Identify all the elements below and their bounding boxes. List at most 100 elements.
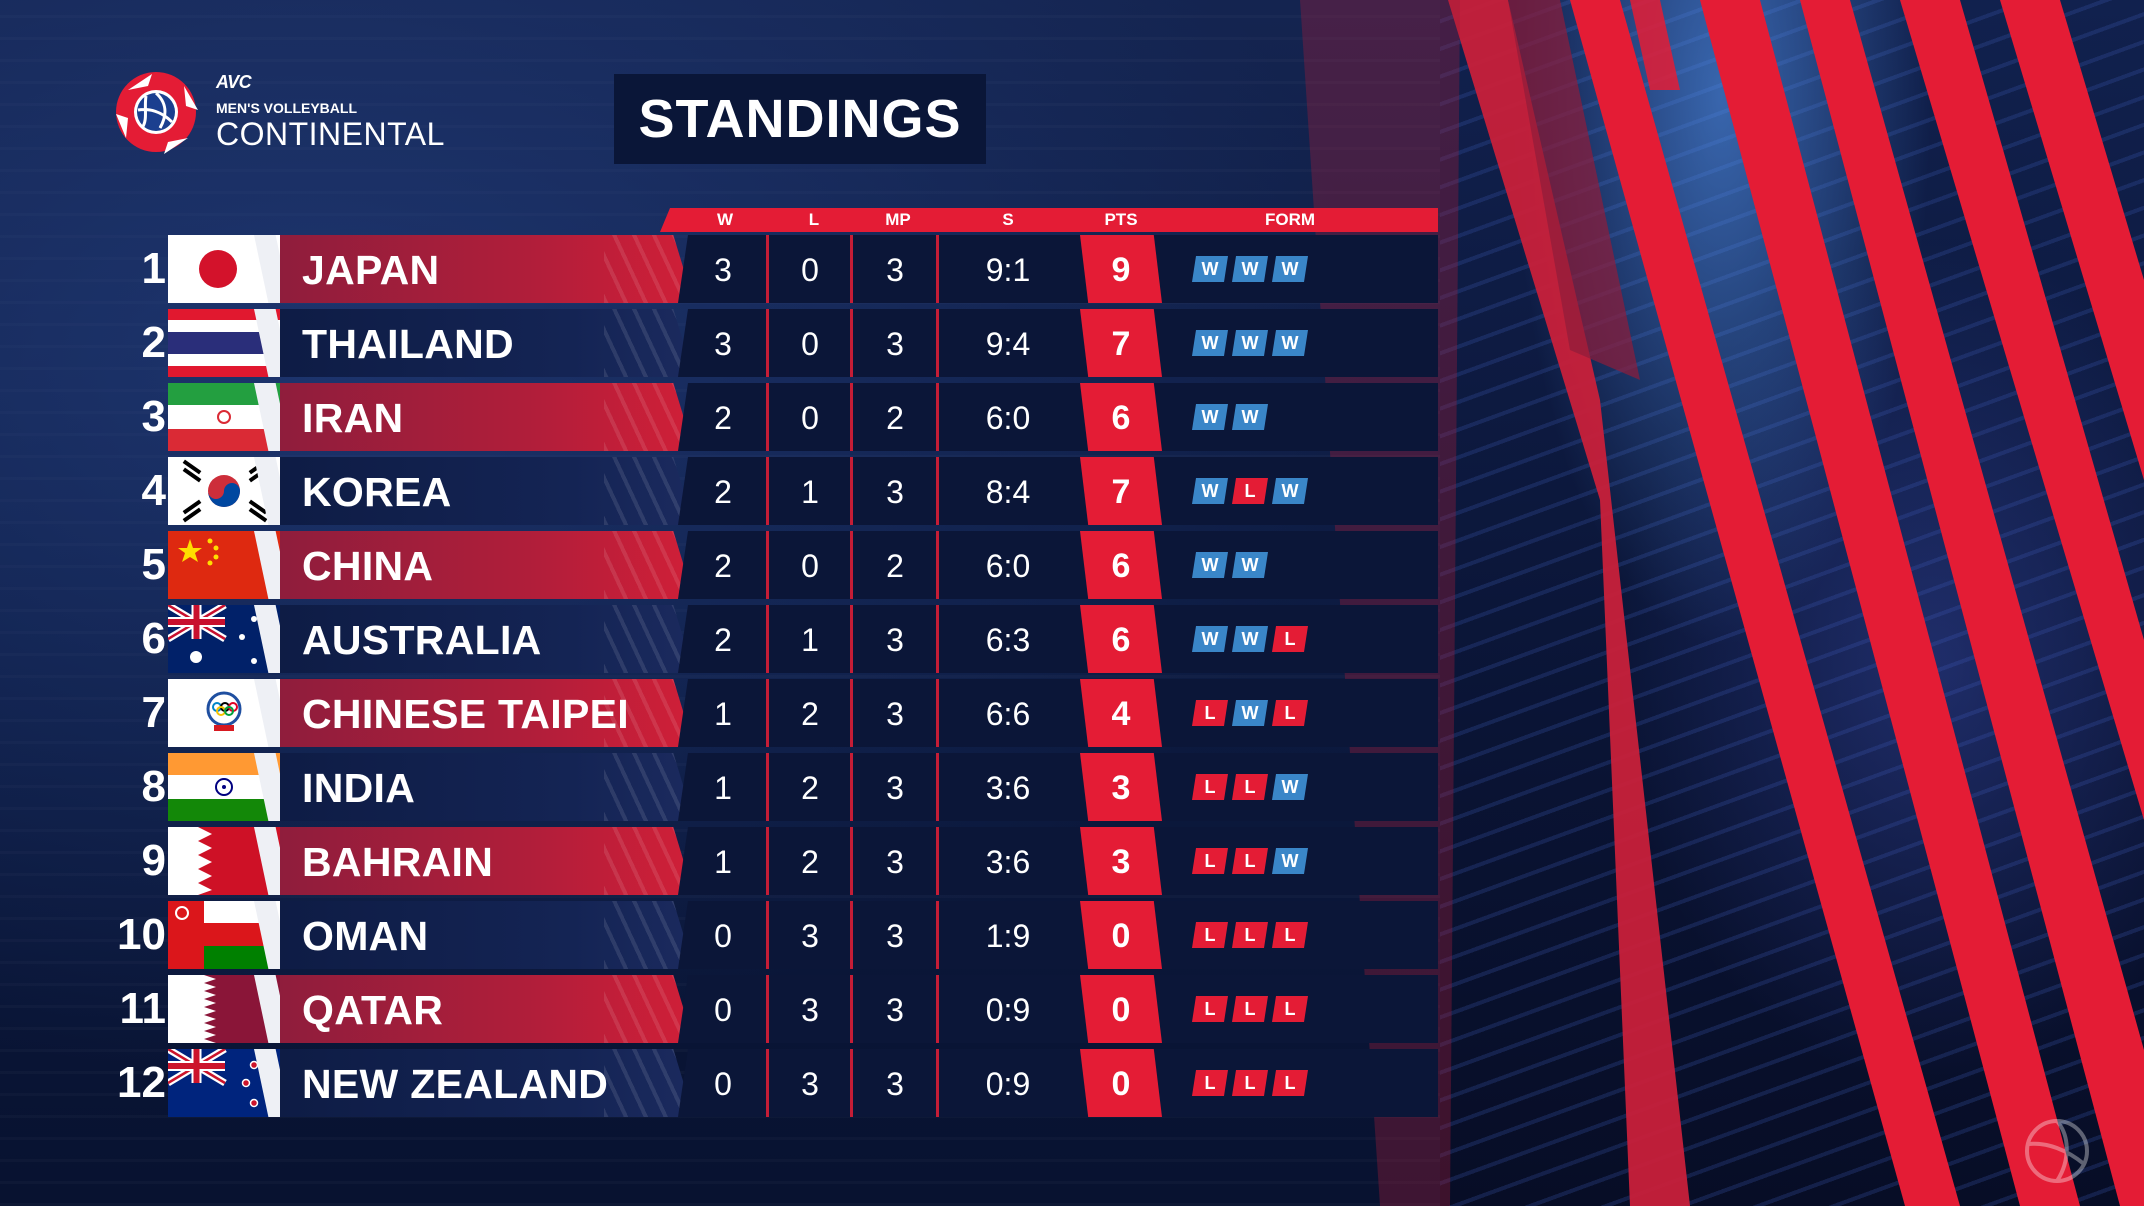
rank-number: 12 [117, 1058, 166, 1107]
cell-divider [936, 309, 939, 377]
stats-cells [678, 975, 1438, 1043]
sets-value: 3:6 [985, 770, 1031, 806]
stats-cells [678, 901, 1438, 969]
team-name: QATAR [302, 987, 444, 1033]
points-box [1080, 605, 1162, 673]
form-win-badge: W [1232, 626, 1268, 652]
points-value: 0 [1111, 1065, 1131, 1103]
form-loss-badge: L [1232, 1070, 1268, 1096]
form-loss-badge: L [1272, 922, 1308, 948]
standings-row: 4 KOREA 2 1 3 8:4 7 W L W [0, 457, 1440, 525]
losses-value: 2 [801, 696, 819, 732]
matches-played-value: 3 [886, 992, 904, 1028]
team-name: IRAN [302, 395, 404, 441]
cell-divider [766, 753, 769, 821]
points-value: 3 [1111, 843, 1131, 881]
form-win-badge: W [1192, 478, 1228, 504]
rank-number: 7 [141, 688, 166, 737]
cell-divider [936, 1049, 939, 1117]
rank-number: 5 [141, 540, 166, 589]
cell-divider [850, 753, 853, 821]
form-win-badge: W [1192, 330, 1228, 356]
losses-value: 2 [801, 844, 819, 880]
form-loss-badge: L [1192, 774, 1228, 800]
wins-value: 2 [714, 400, 732, 436]
stats-cells [678, 1049, 1438, 1117]
cell-divider [766, 383, 769, 451]
matches-played-value: 3 [886, 252, 904, 288]
team-name: CHINA [302, 543, 434, 589]
team-name-bar [280, 235, 694, 303]
sets-value: 6:0 [985, 400, 1031, 436]
points-value: 0 [1111, 991, 1131, 1029]
team-name-bar [280, 1049, 694, 1117]
points-box [1080, 1049, 1162, 1117]
team-name: BAHRAIN [302, 839, 494, 885]
page-title: STANDINGS [638, 89, 962, 149]
cell-divider [850, 827, 853, 895]
wins-value: 3 [714, 326, 732, 362]
header-form: FORM [1264, 210, 1316, 229]
form-win-badge: W [1232, 330, 1268, 356]
cell-divider [766, 1049, 769, 1117]
team-name: OMAN [302, 913, 429, 959]
stats-cells [678, 827, 1438, 895]
points-value: 0 [1111, 917, 1131, 955]
matches-played-value: 3 [886, 844, 904, 880]
losses-value: 0 [801, 548, 819, 584]
form-loss-badge: L [1272, 700, 1308, 726]
stats-cells [678, 753, 1438, 821]
matches-played-value: 3 [886, 696, 904, 732]
sets-value: 0:9 [985, 992, 1031, 1028]
sets-value: 9:1 [985, 252, 1031, 288]
points-box [1080, 753, 1162, 821]
wins-value: 2 [714, 548, 732, 584]
points-value: 4 [1111, 695, 1131, 733]
form-win-badge: W [1272, 330, 1308, 356]
team-name-bar [280, 679, 694, 747]
header-pts: PTS [1104, 210, 1138, 229]
form-loss-badge: L [1232, 848, 1268, 874]
form-loss-badge: L [1272, 626, 1308, 652]
sets-value: 6:0 [985, 548, 1031, 584]
rank-number: 3 [141, 392, 166, 441]
points-value: 9 [1111, 251, 1131, 289]
sets-value: 1:9 [985, 918, 1031, 954]
cell-divider [936, 457, 939, 525]
cell-divider [850, 383, 853, 451]
form-win-badge: W [1192, 626, 1228, 652]
cell-divider [936, 827, 939, 895]
points-value: 6 [1111, 399, 1131, 437]
form-win-badge: W [1192, 552, 1228, 578]
cell-divider [936, 679, 939, 747]
stats-cells [678, 235, 1438, 303]
sets-value: 9:4 [985, 326, 1031, 362]
team-name: NEW ZEALAND [302, 1061, 609, 1107]
form-loss-badge: L [1192, 1070, 1228, 1096]
wins-value: 2 [714, 622, 732, 658]
header-s: S [1002, 210, 1014, 229]
team-name-bar [280, 605, 694, 673]
avc-logo: AVC MEN'S VOLLEYBALL CONTINENTAL [108, 62, 448, 162]
cell-divider [936, 605, 939, 673]
sets-value: 8:4 [985, 474, 1031, 510]
form-loss-badge: L [1232, 996, 1268, 1022]
stats-cells [678, 605, 1438, 673]
form-loss-badge: L [1272, 996, 1308, 1022]
points-box [1080, 901, 1162, 969]
team-name: INDIA [302, 765, 416, 811]
cell-divider [850, 457, 853, 525]
cell-divider [936, 235, 939, 303]
cell-divider [766, 235, 769, 303]
cell-divider [936, 531, 939, 599]
matches-played-value: 3 [886, 622, 904, 658]
points-box [1080, 457, 1162, 525]
standings-row: 12 NEW ZEALAND 0 3 3 0:9 0 L L L [0, 1049, 1440, 1117]
team-name-bar [280, 975, 694, 1043]
rank-number: 2 [141, 318, 166, 367]
